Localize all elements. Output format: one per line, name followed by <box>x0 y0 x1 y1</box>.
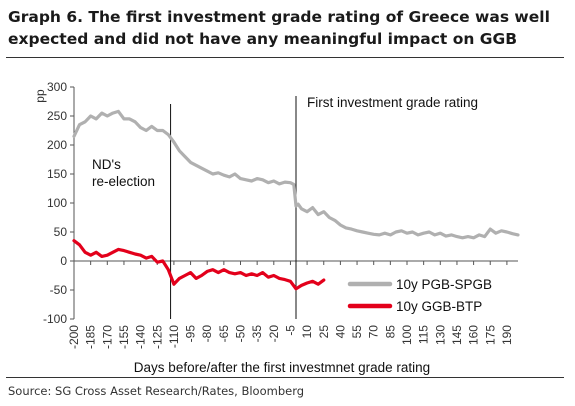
x-tick-label: 25 <box>317 325 331 339</box>
x-tick-label: -110 <box>167 325 181 348</box>
x-tick-label: -20 <box>267 325 281 343</box>
y-tick-label: 0 <box>60 254 67 268</box>
y-axis: -100 -50 0 50 100 150 200 250 300 <box>43 80 75 326</box>
x-tick-label: -80 <box>200 325 214 343</box>
re-election-annotation: re-election <box>92 174 155 189</box>
series-ggb-btp-line <box>72 239 326 291</box>
y-tick-label: 250 <box>47 109 67 123</box>
x-tick-label: -155 <box>117 325 131 349</box>
x-tick-label: -35 <box>250 325 264 343</box>
x-tick-label: -140 <box>134 325 148 349</box>
y-axis-label: pp <box>33 89 47 103</box>
x-tick-label: 130 <box>433 325 447 345</box>
chart-title: Graph 6. The first investment grade rati… <box>8 8 550 48</box>
y-tick-label: 150 <box>47 167 67 181</box>
x-tick-label: -125 <box>150 325 164 349</box>
x-tick-label: -50 <box>234 325 248 343</box>
x-tick-label: 175 <box>483 325 497 345</box>
x-tick-label: 100 <box>400 325 414 345</box>
x-tick-label: 115 <box>417 325 431 344</box>
x-tick-label: -170 <box>100 325 114 349</box>
legend: 10y PGB-SPGB 10y GGB-BTP <box>347 277 492 314</box>
series-group <box>72 109 520 291</box>
x-tick-label: -65 <box>217 325 231 343</box>
source-note: Source: SG Cross Asset Research/Rates, B… <box>8 384 305 398</box>
x-tick-label: 70 <box>367 325 381 339</box>
y-tick-label: 300 <box>47 80 67 94</box>
x-tick-label: -95 <box>184 325 198 343</box>
y-tick-label: 100 <box>47 196 67 210</box>
source-divider <box>6 377 564 378</box>
x-tick-label: 40 <box>333 325 347 339</box>
title-divider <box>6 57 564 58</box>
x-axis: -200 -185 -170 -155 -140 -125 -110 -95 -80 -65 -50… <box>67 260 518 349</box>
x-tick-label: 190 <box>500 325 514 345</box>
legend-label: 10y GGB-BTP <box>396 299 482 314</box>
x-tick-label: -200 <box>67 325 81 349</box>
x-tick-label: 85 <box>383 325 397 339</box>
series-pgb-spgb-line <box>72 109 520 240</box>
x-tick-label: 145 <box>450 325 464 345</box>
y-tick-label: 200 <box>47 138 67 152</box>
re-election-annotation: ND's <box>92 157 121 172</box>
rating-annotation: First investment grade rating <box>307 95 478 110</box>
x-tick-label: -5 <box>283 325 297 336</box>
y-tick-label: 50 <box>54 225 68 239</box>
x-tick-label: 160 <box>467 325 481 345</box>
legend-label: 10y PGB-SPGB <box>396 277 492 292</box>
x-axis-label: Days before/after the first investmnet g… <box>134 360 430 375</box>
y-tick-label: -100 <box>43 312 67 326</box>
x-tick-label: 10 <box>300 325 314 339</box>
x-tick-label: 55 <box>350 325 364 339</box>
y-tick-label: -50 <box>50 283 68 297</box>
x-tick-label: -185 <box>84 325 98 349</box>
